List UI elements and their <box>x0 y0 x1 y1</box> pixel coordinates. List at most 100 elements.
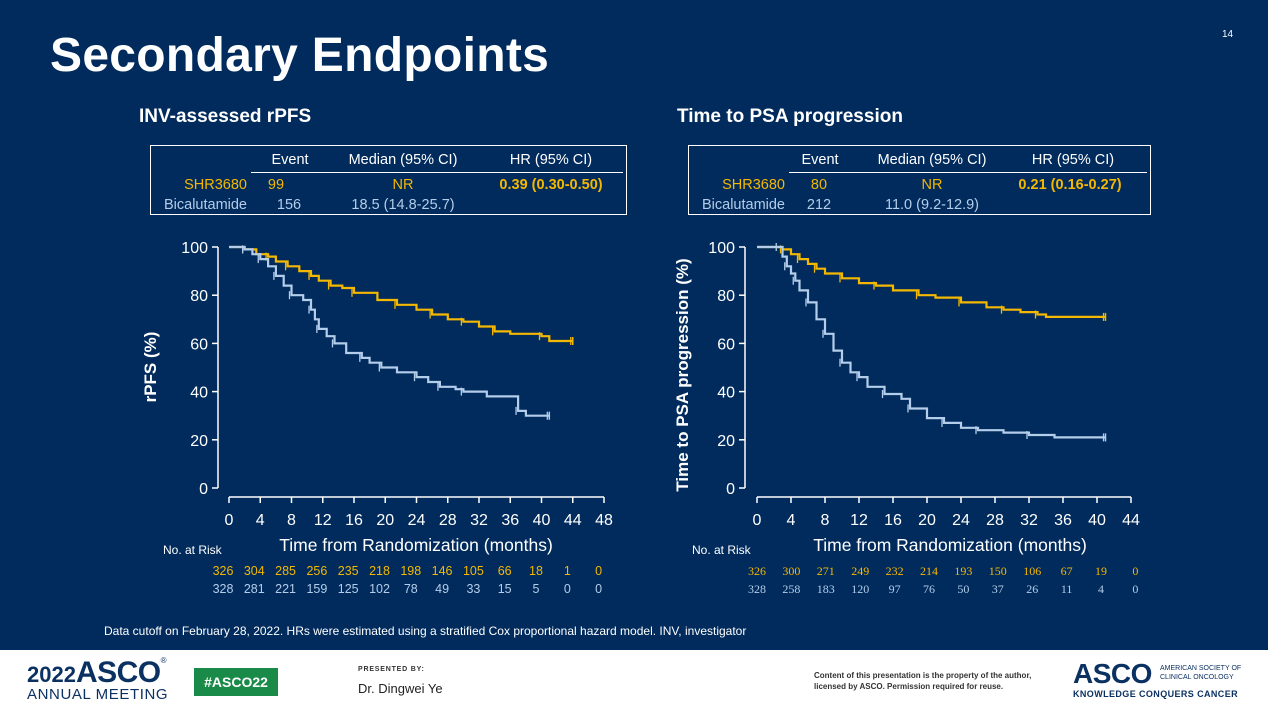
panel-heading-psa: Time to PSA progression <box>677 106 903 127</box>
risk-count-shr3680: 326 <box>748 564 766 578</box>
risk-count-bicalutamide: 0 <box>1132 582 1138 596</box>
risk-count-bicalutamide: 49 <box>435 582 449 596</box>
summary-table-psa: Event Median (95% CI) HR (95% CI) SHR368… <box>688 145 1151 215</box>
y-tick-label: 40 <box>190 385 208 402</box>
y-tick-label: 100 <box>181 240 208 257</box>
x-tick-label: 24 <box>952 512 970 529</box>
risk-count-shr3680: 218 <box>369 564 390 578</box>
y-tick-label: 20 <box>717 433 735 450</box>
x-tick-label: 28 <box>986 512 1004 529</box>
y-tick-label: 0 <box>199 481 208 498</box>
x-tick-label: 36 <box>501 512 519 529</box>
header-hr: HR (95% CI) <box>509 152 593 168</box>
x-tick-label: 40 <box>533 512 551 529</box>
risk-count-bicalutamide: 0 <box>595 582 602 596</box>
x-axis-label: Time from Randomization (months) <box>813 535 1087 555</box>
x-tick-label: 40 <box>1088 512 1106 529</box>
y-tick-label: 80 <box>717 288 735 305</box>
hr-shr3680: 0.21 (0.16-0.27) <box>1018 177 1122 193</box>
x-tick-label: 44 <box>1122 512 1140 529</box>
risk-count-shr3680: 326 <box>213 564 234 578</box>
x-tick-label: 8 <box>821 512 830 529</box>
risk-count-bicalutamide: 328 <box>748 582 766 596</box>
risk-count-bicalutamide: 120 <box>851 582 869 596</box>
risk-count-shr3680: 198 <box>400 564 421 578</box>
risk-count-bicalutamide: 76 <box>923 582 935 596</box>
asco-org-name: AMERICAN SOCIETY OF CLINICAL ONCOLOGY <box>1160 665 1242 681</box>
median-bicalutamide: 18.5 (14.8-25.7) <box>351 197 455 213</box>
arm-label-bicalutamide: Bicalutamide <box>701 197 785 213</box>
page-number: 14 <box>1222 29 1234 40</box>
event-bicalutamide: 156 <box>276 197 302 213</box>
header-event: Event <box>271 152 309 168</box>
x-tick-label: 20 <box>376 512 394 529</box>
event-shr3680: 99 <box>267 177 285 193</box>
risk-count-bicalutamide: 221 <box>275 582 296 596</box>
risk-count-bicalutamide: 78 <box>404 582 418 596</box>
arm-label-shr3680: SHR3680 <box>722 177 785 193</box>
risk-count-bicalutamide: 0 <box>564 582 571 596</box>
x-tick-label: 24 <box>408 512 426 529</box>
series-line-bicalutamide <box>757 245 1106 439</box>
risk-count-shr3680: 235 <box>338 564 359 578</box>
header-hr: HR (95% CI) <box>1031 152 1115 168</box>
risk-count-shr3680: 271 <box>817 564 835 578</box>
table-divider <box>251 172 623 173</box>
slide-title: Secondary Endpoints <box>50 29 550 82</box>
x-tick-label: 8 <box>287 512 296 529</box>
risk-count-shr3680: 67 <box>1061 564 1073 578</box>
median-bicalutamide: 11.0 (9.2-12.9) <box>884 197 980 213</box>
risk-count-shr3680: 300 <box>782 564 800 578</box>
risk-count-bicalutamide: 258 <box>782 582 800 596</box>
series-line-bicalutamide <box>229 245 550 417</box>
y-axis-label: rPFS (%) <box>141 332 160 403</box>
risk-count-shr3680: 105 <box>463 564 484 578</box>
risk-count-shr3680: 249 <box>851 564 869 578</box>
risk-count-shr3680: 232 <box>886 564 904 578</box>
hashtag-badge: #ASCO22 <box>194 668 278 696</box>
asco-tagline: KNOWLEDGE CONQUERS CANCER <box>1073 689 1239 699</box>
x-tick-label: 32 <box>1020 512 1038 529</box>
x-tick-label: 16 <box>884 512 902 529</box>
event-shr3680: 80 <box>810 177 828 193</box>
risk-count-shr3680: 193 <box>954 564 972 578</box>
x-tick-label: 28 <box>439 512 457 529</box>
x-tick-label: 36 <box>1054 512 1072 529</box>
risk-count-shr3680: 0 <box>1132 564 1138 578</box>
risk-count-shr3680: 285 <box>275 564 296 578</box>
y-tick-label: 0 <box>726 481 735 498</box>
risk-count-bicalutamide: 97 <box>889 582 901 596</box>
table-divider <box>789 172 1147 173</box>
x-tick-label: 4 <box>256 512 265 529</box>
x-tick-label: 20 <box>918 512 936 529</box>
x-tick-label: 44 <box>564 512 582 529</box>
risk-count-bicalutamide: 15 <box>498 582 512 596</box>
risk-count-shr3680: 19 <box>1095 564 1107 578</box>
risk-table-label: No. at Risk <box>163 543 223 557</box>
risk-count-shr3680: 66 <box>498 564 512 578</box>
risk-count-bicalutamide: 26 <box>1026 582 1038 596</box>
summary-table-rpfs: Event Median (95% CI) HR (95% CI) SHR368… <box>150 145 627 215</box>
y-tick-label: 60 <box>190 336 208 353</box>
risk-count-bicalutamide: 102 <box>369 582 390 596</box>
y-tick-label: 40 <box>717 385 735 402</box>
arm-label-shr3680: SHR3680 <box>184 177 247 193</box>
risk-count-shr3680: 0 <box>595 564 602 578</box>
risk-count-bicalutamide: 37 <box>992 582 1004 596</box>
annual-meeting-label: ANNUAL MEETING <box>27 686 169 703</box>
risk-count-bicalutamide: 183 <box>817 582 835 596</box>
risk-count-shr3680: 106 <box>1023 564 1041 578</box>
risk-count-bicalutamide: 4 <box>1098 582 1104 596</box>
risk-count-shr3680: 18 <box>529 564 543 578</box>
presenter-name: Dr. Dingwei Ye <box>358 681 443 696</box>
x-axis-label: Time from Randomization (months) <box>279 535 553 555</box>
header-median: Median (95% CI) <box>348 152 458 168</box>
risk-count-shr3680: 214 <box>920 564 938 578</box>
median-shr3680: NR <box>921 177 943 193</box>
x-tick-label: 0 <box>753 512 762 529</box>
risk-count-bicalutamide: 125 <box>338 582 359 596</box>
content-notice: Content of this presentation is the prop… <box>814 671 1032 691</box>
x-tick-label: 12 <box>314 512 332 529</box>
